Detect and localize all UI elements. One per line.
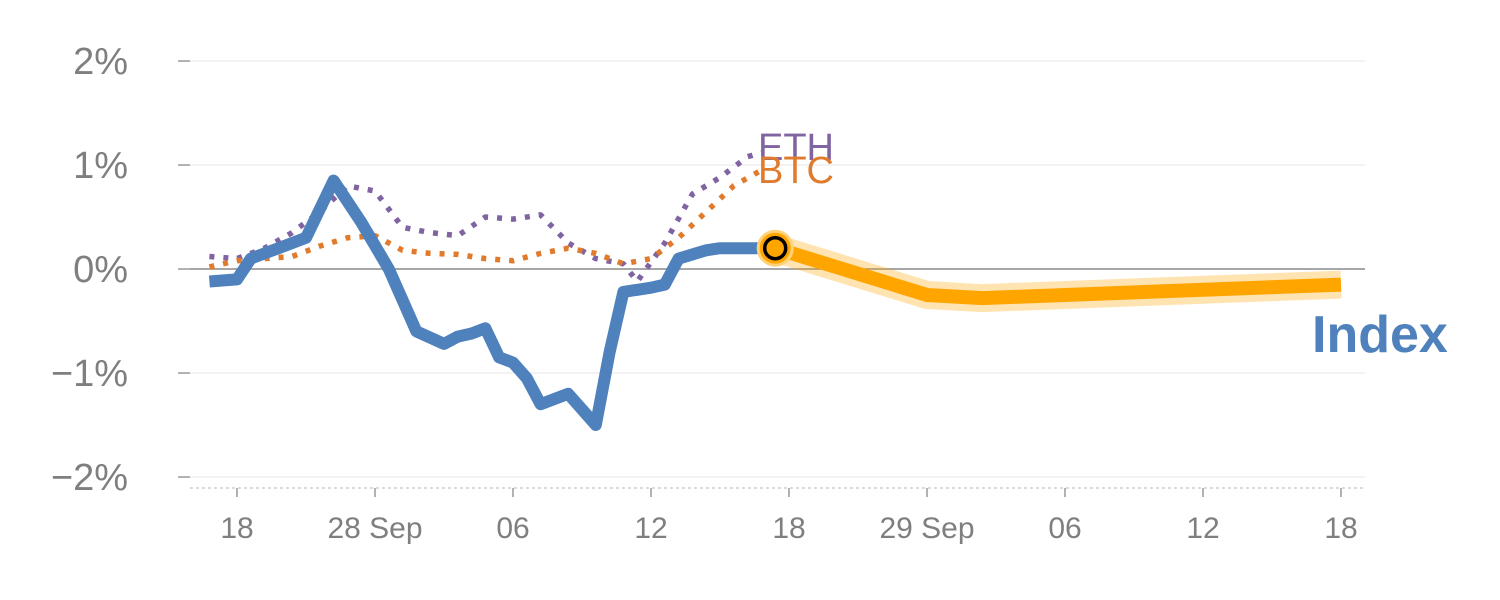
x-axis: 18 28 Sep 06 12 18 29 Sep 06 12 18 (190, 487, 1365, 545)
y-tick-label: 0% (73, 249, 128, 291)
y-tick-label: 2% (73, 41, 128, 83)
x-tick-label: 28 Sep (327, 512, 422, 545)
series-label-eth: ETH (758, 127, 834, 169)
y-tick-label: 1% (73, 145, 128, 187)
x-tick-label: 06 (1048, 512, 1081, 545)
x-tick-label: 12 (634, 512, 667, 545)
y-tick-label: −1% (51, 353, 128, 395)
series-line-index (208, 174, 776, 431)
series-label-index: Index (1312, 306, 1448, 364)
x-tick-label: 18 (772, 512, 805, 545)
x-tick-label: 18 (1324, 512, 1357, 545)
x-tick-label: 18 (220, 512, 253, 545)
y-tick-label: −2% (51, 457, 128, 499)
grid-lines (190, 60, 1365, 478)
series-line-btc (208, 167, 763, 270)
series-label-btc: BTC (758, 150, 834, 192)
series-lines (208, 149, 1342, 431)
current-point-marker (762, 235, 788, 261)
y-axis: 2% 1% 0% −1% −2% (51, 41, 190, 499)
x-tick-label: 06 (496, 512, 529, 545)
forecast-line (773, 241, 1342, 306)
x-tick-label: 29 Sep (879, 512, 974, 545)
x-tick-label: 12 (1186, 512, 1219, 545)
series-line-eth (209, 149, 763, 285)
